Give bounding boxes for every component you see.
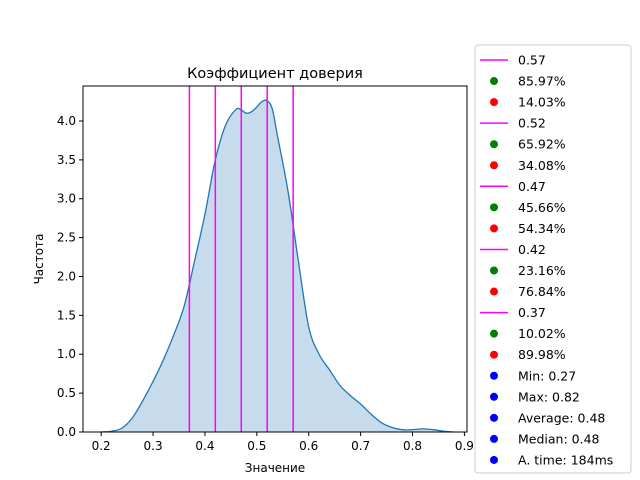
- legend-label: 85.97%: [518, 74, 566, 89]
- legend-entry: 0.57: [480, 53, 546, 68]
- y-tick-label: 3.0: [57, 192, 76, 206]
- legend-dot-icon: [490, 98, 498, 107]
- legend-label: 45.66%: [518, 200, 566, 215]
- legend-dot-icon: [490, 77, 498, 86]
- legend-dot-icon: [490, 140, 498, 149]
- x-tick-label: 0.7: [351, 439, 370, 453]
- legend-entry: 0.52: [480, 116, 546, 131]
- y-tick-label: 4.0: [57, 114, 76, 128]
- legend-label: 23.16%: [518, 263, 566, 278]
- y-tick-label: 2.0: [57, 269, 76, 283]
- chart-title: Коэффициент доверия: [187, 66, 363, 82]
- legend-dot-icon: [490, 287, 498, 296]
- legend-label: Median: 0.48: [518, 431, 600, 446]
- legend-label: 0.57: [518, 53, 546, 68]
- legend-entry: 23.16%: [490, 263, 566, 278]
- legend-dot-icon: [490, 413, 498, 422]
- legend-label: Max: 0.82: [518, 389, 580, 404]
- legend-entry: 14.03%: [490, 95, 566, 110]
- legend-dot-icon: [490, 224, 498, 233]
- legend-entry: Average: 0.48: [490, 410, 605, 425]
- x-tick-label: 0.2: [92, 439, 111, 453]
- legend-dot-icon: [490, 203, 498, 212]
- y-axis-label: Частота: [32, 234, 46, 285]
- legend-entry: 85.97%: [490, 74, 566, 89]
- legend-label: Average: 0.48: [518, 410, 605, 425]
- x-tick-label: 0.6: [299, 439, 318, 453]
- legend: 0.57 85.97% 14.03% 0.52 65.92% 34.08% 0.47 45.6…: [474, 44, 632, 474]
- legend-label: 34.08%: [518, 158, 566, 173]
- y-tick-label: 1.0: [57, 347, 76, 361]
- legend-entry: 0.42: [480, 242, 546, 257]
- plot-area: 0.2 0.3 0.4 0.5 0.6 0.7 0.8 0.9 0.0 0.5 1.0 1.5 2.0…: [57, 85, 474, 453]
- legend-entry: Median: 0.48: [490, 431, 600, 446]
- y-axis: 0.0 0.5 1.0 1.5 2.0 2.5 3.0 3.5 4.0: [57, 114, 83, 439]
- legend-label: 76.84%: [518, 284, 566, 299]
- legend-label: 0.37: [518, 305, 546, 320]
- legend-dot-icon: [490, 392, 498, 401]
- legend-entry: 10.02%: [490, 326, 566, 341]
- legend-dot-icon: [490, 329, 498, 338]
- legend-entry: A. time: 184ms: [490, 452, 613, 467]
- x-tick-label: 0.9: [455, 439, 474, 453]
- legend-label: Min: 0.27: [518, 368, 576, 383]
- legend-label: 54.34%: [518, 221, 566, 236]
- legend-entry: Max: 0.82: [490, 389, 580, 404]
- legend-dot-icon: [490, 350, 498, 359]
- x-tick-label: 0.3: [144, 439, 163, 453]
- x-tick-label: 0.4: [195, 439, 214, 453]
- x-axis-label: Значение: [245, 461, 305, 475]
- legend-entry: 65.92%: [490, 137, 566, 152]
- x-axis: 0.2 0.3 0.4 0.5 0.6 0.7 0.8 0.9: [92, 432, 474, 453]
- legend-entry: 0.37: [480, 305, 546, 320]
- legend-dot-icon: [490, 434, 498, 443]
- x-tick-label: 0.8: [403, 439, 422, 453]
- legend-entry: 34.08%: [490, 158, 566, 173]
- legend-dot-icon: [490, 371, 498, 380]
- legend-entry: 0.47: [480, 179, 546, 194]
- legend-dot-icon: [490, 161, 498, 170]
- density-fill: [101, 100, 455, 433]
- y-tick-label: 1.5: [57, 308, 76, 322]
- legend-label: 0.47: [518, 179, 546, 194]
- y-tick-label: 2.5: [57, 231, 76, 245]
- legend-dot-icon: [490, 266, 498, 275]
- legend-label: 10.02%: [518, 326, 566, 341]
- legend-label: 14.03%: [518, 95, 566, 110]
- legend-entry: 89.98%: [490, 347, 566, 362]
- legend-label: 0.52: [518, 116, 546, 131]
- legend-entry: 54.34%: [490, 221, 566, 236]
- legend-entry: 76.84%: [490, 284, 566, 299]
- y-tick-label: 3.5: [57, 153, 76, 167]
- threshold-lines: [188, 86, 294, 432]
- y-tick-label: 0.5: [57, 386, 76, 400]
- axes-frame: [82, 85, 468, 433]
- legend-entry: Min: 0.27: [490, 368, 576, 383]
- x-tick-label: 0.5: [247, 439, 266, 453]
- legend-box: [474, 44, 632, 474]
- legend-dot-icon: [490, 455, 498, 464]
- legend-label: 0.42: [518, 242, 546, 257]
- legend-label: 89.98%: [518, 347, 566, 362]
- y-tick-label: 0.0: [57, 425, 76, 439]
- legend-entry: 45.66%: [490, 200, 566, 215]
- legend-label: 65.92%: [518, 137, 566, 152]
- legend-label: A. time: 184ms: [518, 452, 613, 467]
